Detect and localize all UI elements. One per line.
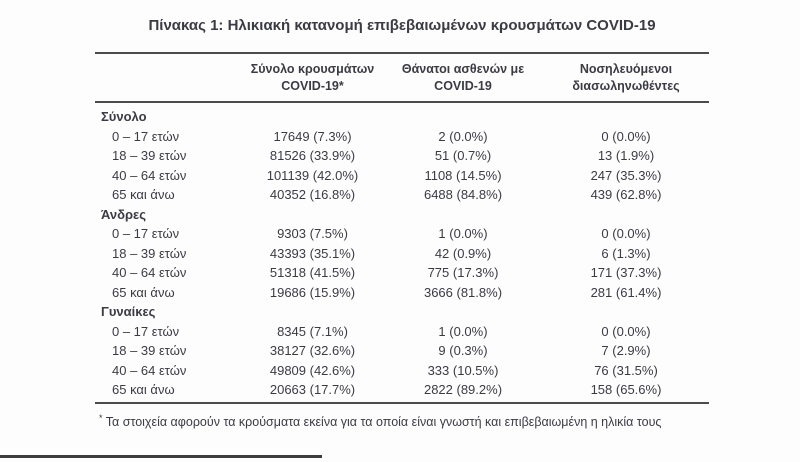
table-row: 65 και άνω 40352 (16.8%) 6488 (84.8%) 43… (95, 185, 709, 205)
row-label: 40 – 64 ετών (112, 362, 187, 378)
deaths-cell: 2 (0.0%) (438, 128, 488, 144)
table-row: 40 – 64 ετών 51318 (41.5%) 775 (17.3%) 1… (95, 263, 709, 283)
table-row: 40 – 64 ετών 49809 (42.6%) 333 (10.5%) 7… (95, 361, 709, 381)
covid-age-distribution-table: Πίνακας 1: Ηλικιακή κατανομή επιβεβαιωμέ… (95, 10, 709, 430)
row-label: 0 – 17 ετών (112, 128, 180, 144)
deaths-cell: 775 (17.3%) (427, 265, 499, 280)
deaths-cell: 333 (10.5%) (427, 362, 499, 378)
table-title: Πίνακας 1: Ηλικιακή κατανομή επιβεβαιωμέ… (148, 17, 656, 34)
deaths-cell: 6488 (84.8%) (423, 187, 503, 202)
cases-cell: 8345 (7.1%) (277, 323, 348, 339)
cases-cell: 9303 (7.5%) (277, 226, 348, 241)
table-row: 40 – 64 ετών 101139 (42.0%) 1108 (14.5%)… (95, 166, 709, 186)
table-footnote: * Τα στοιχεία αφορούν τα κρούσματα εκείν… (95, 404, 709, 430)
row-label: 0 – 17 ετών (112, 323, 180, 339)
row-label: 40 – 64 ετών (112, 265, 187, 280)
intubated-cell: 247 (35.3%) (590, 167, 662, 183)
table-row: 18 – 39 ετών 38127 (32.6%) 9 (0.3%) 7 (2… (95, 341, 709, 361)
section-header-women: Γυναίκες (95, 302, 709, 322)
deaths-cell: 42 (0.9%) (434, 245, 492, 261)
header-intubated-line1: Νοσηλευόμενοι (579, 62, 673, 76)
deaths-cell: 1 (0.0%) (438, 323, 488, 339)
table-row: 0 – 17 ετών 9303 (7.5%) 1 (0.0%) 0 (0.0%… (95, 224, 709, 244)
cases-cell: 19686 (15.9%) (269, 284, 356, 300)
intubated-cell: 281 (61.4%) (590, 284, 662, 300)
table-body: Σύνολο 0 – 17 ετών 17649 (7.3%) 2 (0.0%)… (95, 103, 709, 404)
header-intubated-line2: διασωληνωθέντες (572, 79, 680, 93)
table-row: 65 και άνω 20663 (17.7%) 2822 (89.2%) 15… (95, 380, 709, 400)
intubated-cell: 0 (0.0%) (601, 226, 651, 241)
header-empty-cell (95, 61, 242, 95)
row-label: 65 και άνω (112, 382, 175, 397)
intubated-cell: 6 (1.3%) (601, 245, 651, 261)
deaths-cell: 3666 (81.8%) (423, 284, 503, 300)
intubated-cell: 439 (62.8%) (590, 187, 662, 202)
row-label: 65 και άνω (112, 284, 175, 300)
deaths-cell: 2822 (89.2%) (423, 382, 503, 397)
footnote-text: Τα στοιχεία αφορούν τα κρούσματα εκείνα … (105, 414, 662, 429)
cases-cell: 17649 (7.3%) (273, 128, 352, 144)
cases-cell: 51318 (41.5%) (269, 265, 356, 280)
intubated-cell: 171 (37.3%) (590, 265, 662, 280)
section-header-men: Άνδρες (95, 205, 709, 225)
footnote-asterisk: * (99, 412, 103, 423)
row-label: 0 – 17 ετών (112, 226, 180, 241)
deaths-cell: 1108 (14.5%) (424, 167, 502, 183)
cases-cell: 101139 (42.0%) (266, 167, 359, 183)
table-row: 65 και άνω 19686 (15.9%) 3666 (81.8%) 28… (95, 283, 709, 303)
table-header-row: Σύνολο κρουσμάτων COVID-19* Θάνατοι ασθε… (95, 52, 709, 103)
cases-cell: 49809 (42.6%) (269, 362, 356, 378)
intubated-cell: 0 (0.0%) (601, 323, 651, 339)
intubated-cell: 76 (31.5%) (594, 362, 658, 378)
cases-cell: 20663 (17.7%) (269, 382, 356, 397)
cases-cell: 81526 (33.9%) (269, 148, 356, 163)
header-intubated: Νοσηλευόμενοι διασωληνωθέντες (543, 61, 709, 95)
section-label: Γυναίκες (101, 304, 156, 319)
header-deaths: Θάνατοι ασθενών με COVID-19 (383, 61, 543, 95)
row-label: 40 – 64 ετών (112, 167, 187, 183)
row-label: 18 – 39 ετών (112, 245, 187, 261)
cases-cell: 38127 (32.6%) (269, 343, 356, 358)
header-deaths-line2: COVID-19 (434, 79, 492, 93)
row-label: 65 και άνω (112, 187, 175, 202)
deaths-cell: 51 (0.7%) (434, 148, 492, 163)
header-total-cases-line2: COVID-19* (281, 79, 344, 93)
deaths-cell: 9 (0.3%) (438, 343, 488, 358)
header-deaths-line1: Θάνατοι ασθενών με (401, 62, 525, 76)
cases-cell: 40352 (16.8%) (269, 187, 356, 202)
bottom-partial-rule (0, 455, 322, 458)
intubated-cell: 0 (0.0%) (601, 128, 651, 144)
header-total-cases: Σύνολο κρουσμάτων COVID-19* (242, 61, 383, 95)
section-label: Σύνολο (101, 109, 147, 124)
intubated-cell: 13 (1.9%) (597, 148, 655, 163)
table-row: 0 – 17 ετών 17649 (7.3%) 2 (0.0%) 0 (0.0… (95, 127, 709, 147)
header-total-cases-line1: Σύνολο κρουσμάτων (250, 62, 375, 76)
cases-cell: 43393 (35.1%) (269, 245, 356, 261)
deaths-cell: 1 (0.0%) (438, 226, 488, 241)
section-header-total: Σύνολο (95, 107, 709, 127)
table-row: 0 – 17 ετών 8345 (7.1%) 1 (0.0%) 0 (0.0%… (95, 322, 709, 342)
row-label: 18 – 39 ετών (112, 148, 187, 163)
intubated-cell: 7 (2.9%) (601, 343, 651, 358)
table-row: 18 – 39 ετών 43393 (35.1%) 42 (0.9%) 6 (… (95, 244, 709, 264)
section-label: Άνδρες (101, 206, 146, 222)
table-row: 18 – 39 ετών 81526 (33.9%) 51 (0.7%) 13 … (95, 146, 709, 166)
intubated-cell: 158 (65.6%) (590, 382, 662, 397)
row-label: 18 – 39 ετών (112, 343, 187, 358)
